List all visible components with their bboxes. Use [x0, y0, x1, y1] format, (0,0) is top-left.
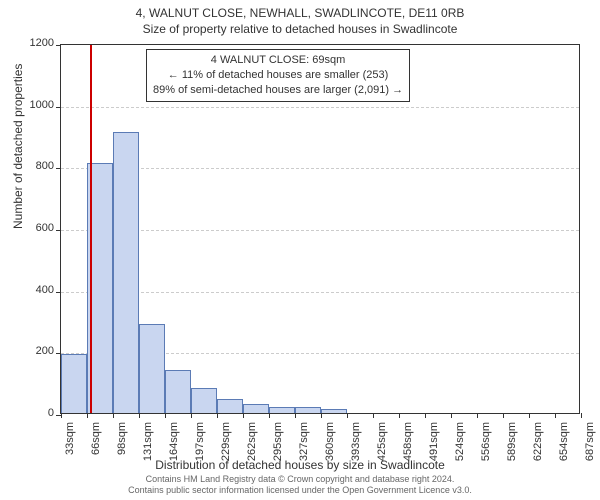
xtick-mark	[295, 413, 296, 418]
xtick-label: 425sqm	[376, 422, 388, 482]
xtick-mark	[217, 413, 218, 418]
xtick-label: 589sqm	[506, 422, 518, 482]
xtick-label: 295sqm	[272, 422, 284, 482]
xtick-mark	[269, 413, 270, 418]
ytick-label: 1200	[14, 37, 54, 49]
histogram-bar	[217, 399, 243, 413]
annotation-line1: 4 WALNUT CLOSE: 69sqm	[153, 53, 403, 68]
xtick-mark	[451, 413, 452, 418]
xtick-mark	[61, 413, 62, 418]
histogram-bar	[165, 370, 191, 413]
xtick-label: 458sqm	[402, 422, 414, 482]
annotation-line3: 89% of semi-detached houses are larger (…	[153, 83, 403, 98]
gridline	[61, 107, 579, 108]
xtick-label: 556sqm	[480, 422, 492, 482]
xtick-label: 131sqm	[142, 422, 154, 482]
xtick-mark	[529, 413, 530, 418]
histogram-bar	[139, 324, 165, 413]
xtick-mark	[165, 413, 166, 418]
ytick-label: 400	[14, 284, 54, 296]
footer-line2: Contains public sector information licen…	[0, 485, 600, 496]
xtick-mark	[87, 413, 88, 418]
ytick-mark	[56, 107, 61, 108]
xtick-mark	[477, 413, 478, 418]
chart-title-line1: 4, WALNUT CLOSE, NEWHALL, SWADLINCOTE, D…	[0, 6, 600, 20]
xtick-label: 687sqm	[584, 422, 596, 482]
histogram-bar	[61, 354, 87, 413]
ytick-mark	[56, 292, 61, 293]
xtick-label: 197sqm	[194, 422, 206, 482]
xtick-mark	[321, 413, 322, 418]
xtick-label: 491sqm	[428, 422, 440, 482]
xtick-mark	[113, 413, 114, 418]
ytick-label: 800	[14, 160, 54, 172]
xtick-label: 360sqm	[324, 422, 336, 482]
xtick-mark	[555, 413, 556, 418]
ytick-label: 200	[14, 345, 54, 357]
y-axis-label: Number of detached properties	[11, 64, 25, 229]
xtick-label: 524sqm	[454, 422, 466, 482]
xtick-label: 66sqm	[90, 422, 102, 482]
xtick-mark	[425, 413, 426, 418]
histogram-bar	[191, 388, 217, 413]
annotation-line2: ← 11% of detached houses are smaller (25…	[153, 68, 403, 83]
histogram-bar	[269, 407, 295, 413]
xtick-label: 33sqm	[64, 422, 76, 482]
xtick-label: 229sqm	[220, 422, 232, 482]
ytick-mark	[56, 45, 61, 46]
histogram-bar	[113, 132, 139, 413]
histogram-bar	[321, 409, 347, 413]
property-marker-line	[90, 45, 92, 413]
histogram-bar	[295, 407, 321, 413]
annotation-box: 4 WALNUT CLOSE: 69sqm ← 11% of detached …	[146, 49, 410, 102]
xtick-mark	[191, 413, 192, 418]
xtick-label: 262sqm	[246, 422, 258, 482]
ytick-label: 1000	[14, 99, 54, 111]
xtick-mark	[373, 413, 374, 418]
ytick-mark	[56, 168, 61, 169]
xtick-mark	[347, 413, 348, 418]
xtick-label: 327sqm	[298, 422, 310, 482]
xtick-label: 393sqm	[350, 422, 362, 482]
xtick-mark	[139, 413, 140, 418]
xtick-label: 622sqm	[532, 422, 544, 482]
chart-plot-area: 4 WALNUT CLOSE: 69sqm ← 11% of detached …	[60, 44, 580, 414]
xtick-mark	[243, 413, 244, 418]
xtick-mark	[399, 413, 400, 418]
ytick-label: 600	[14, 222, 54, 234]
xtick-label: 98sqm	[116, 422, 128, 482]
chart-title-line2: Size of property relative to detached ho…	[0, 22, 600, 36]
xtick-label: 164sqm	[168, 422, 180, 482]
ytick-mark	[56, 230, 61, 231]
ytick-label: 0	[14, 407, 54, 419]
xtick-mark	[503, 413, 504, 418]
xtick-label: 654sqm	[558, 422, 570, 482]
histogram-bar	[243, 404, 269, 413]
xtick-mark	[581, 413, 582, 418]
